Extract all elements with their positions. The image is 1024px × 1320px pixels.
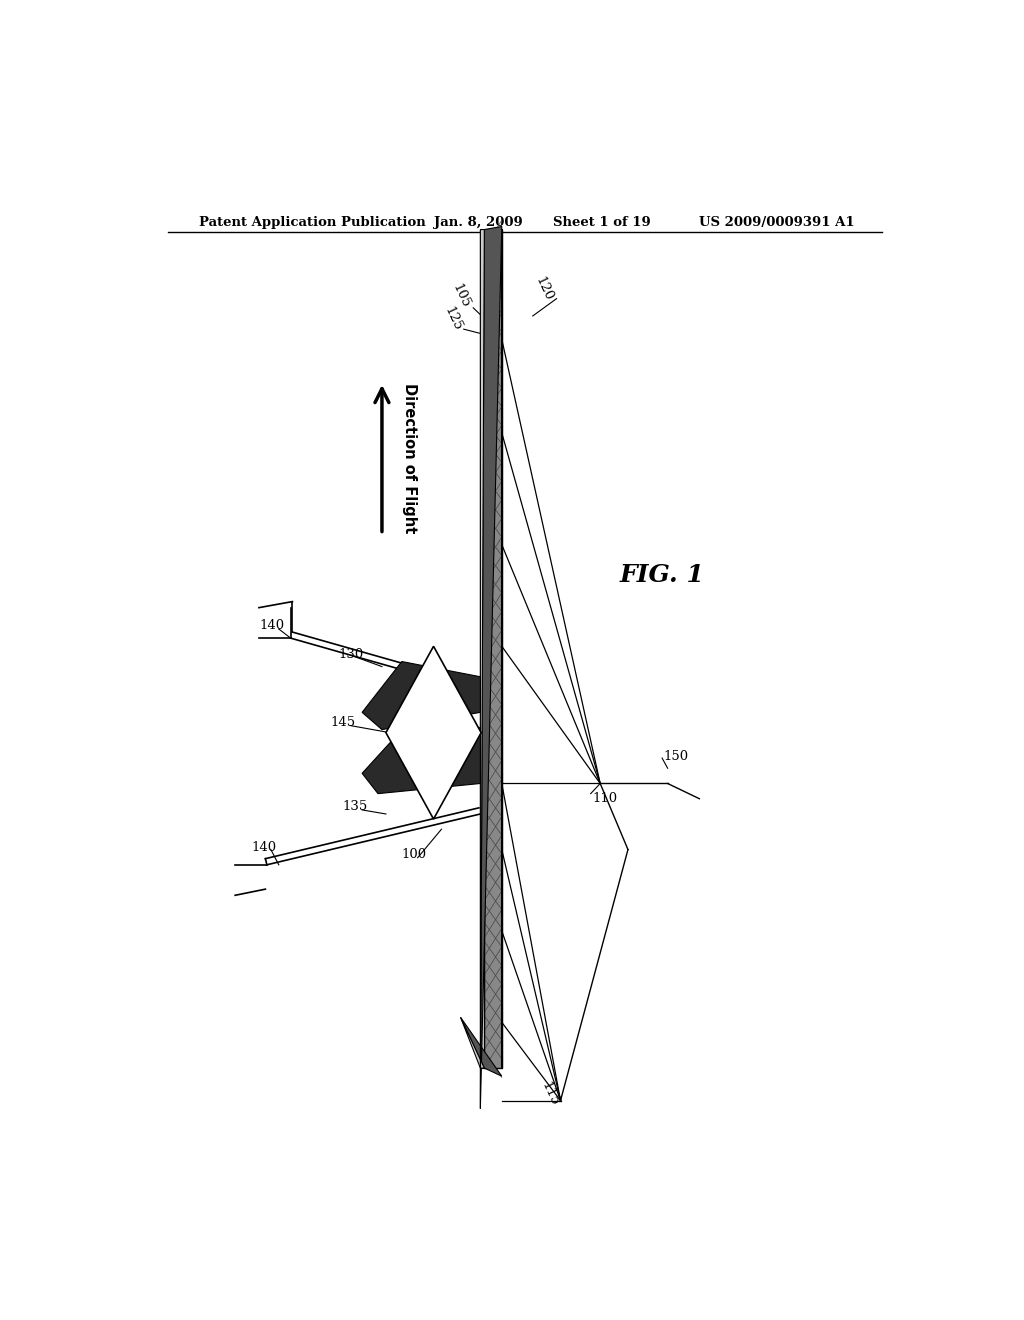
Polygon shape <box>480 227 502 1109</box>
Text: 110: 110 <box>592 792 617 805</box>
Text: Jan. 8, 2009: Jan. 8, 2009 <box>433 216 522 228</box>
Text: Patent Application Publication: Patent Application Publication <box>200 216 426 228</box>
Text: FIG. 1: FIG. 1 <box>620 564 705 587</box>
Polygon shape <box>461 1018 502 1076</box>
Text: Sheet 1 of 19: Sheet 1 of 19 <box>553 216 650 228</box>
Text: 145: 145 <box>331 715 355 729</box>
Polygon shape <box>362 727 480 793</box>
Polygon shape <box>484 230 502 1068</box>
Text: 120: 120 <box>532 275 555 302</box>
Polygon shape <box>386 647 481 818</box>
Polygon shape <box>362 661 480 730</box>
Polygon shape <box>480 230 484 1068</box>
Text: 135: 135 <box>342 800 368 813</box>
Text: 130: 130 <box>338 648 364 661</box>
Text: 105: 105 <box>450 281 472 310</box>
Text: 100: 100 <box>401 849 427 861</box>
Text: 140: 140 <box>259 619 284 632</box>
Text: 115: 115 <box>539 1080 561 1107</box>
Polygon shape <box>461 1018 484 1068</box>
Text: 140: 140 <box>251 841 276 854</box>
Text: 125: 125 <box>441 305 464 333</box>
Text: 150: 150 <box>664 750 689 763</box>
Text: US 2009/0009391 A1: US 2009/0009391 A1 <box>699 216 855 228</box>
Polygon shape <box>480 230 484 1109</box>
Text: Direction of Flight: Direction of Flight <box>401 383 417 533</box>
